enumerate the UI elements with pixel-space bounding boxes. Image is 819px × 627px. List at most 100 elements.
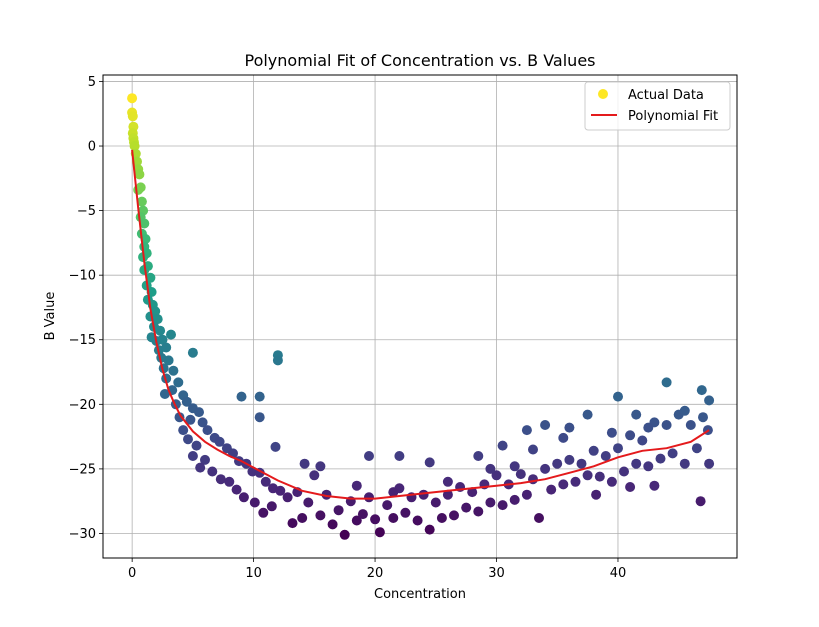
data-point [685, 420, 696, 430]
data-point [266, 501, 277, 512]
data-point [224, 476, 235, 487]
y-tick-label: −10 [69, 269, 96, 284]
data-point [127, 93, 138, 104]
data-point [249, 497, 260, 508]
legend-label-polynomial-fit: Polynomial Fit [628, 109, 718, 124]
data-point [187, 347, 198, 358]
data-point [485, 463, 496, 474]
data-point [546, 484, 557, 495]
chart-title: Polynomial Fit of Concentration vs. B Va… [244, 51, 595, 70]
data-point [145, 272, 156, 283]
data-point [442, 489, 453, 500]
data-point [272, 355, 283, 366]
data-point [364, 451, 374, 461]
data-point [260, 476, 271, 487]
y-axis-label: B Value [43, 292, 58, 341]
data-point [649, 480, 660, 491]
data-point [315, 510, 326, 521]
data-point [238, 492, 249, 503]
data-point [667, 448, 678, 459]
data-point [134, 169, 145, 180]
data-point [704, 458, 715, 469]
data-point [449, 510, 459, 521]
data-point [139, 265, 150, 275]
data-point [140, 234, 151, 244]
data-point [339, 529, 350, 540]
data-point [388, 487, 399, 498]
data-point [497, 440, 508, 451]
data-point [467, 487, 478, 498]
data-point [161, 342, 172, 353]
data-point [540, 463, 551, 474]
data-point [231, 484, 242, 495]
y-tick-label: −30 [69, 527, 96, 542]
data-point [695, 496, 706, 507]
data-point [540, 420, 551, 430]
grid-lines [103, 75, 737, 558]
x-tick-label: 40 [610, 566, 627, 581]
data-point [637, 435, 648, 446]
y-tick-label: 5 [88, 75, 96, 90]
data-point [591, 489, 602, 500]
data-point [473, 451, 484, 461]
data-point [606, 476, 617, 487]
data-point [187, 451, 198, 461]
data-point [394, 451, 405, 461]
data-point [351, 480, 362, 491]
data-point [275, 485, 286, 496]
data-point [299, 458, 310, 469]
data-point [400, 507, 411, 518]
fit-line-layer [131, 149, 710, 500]
data-point [254, 412, 265, 423]
data-point [442, 476, 453, 487]
data-point [558, 432, 569, 443]
data-point [534, 513, 544, 523]
legend-label-actual-data: Actual Data [628, 88, 704, 103]
data-point [564, 454, 575, 465]
data-point [183, 434, 193, 445]
data-point [236, 391, 247, 402]
data-point [430, 497, 441, 508]
data-point [582, 470, 593, 481]
data-point [382, 500, 393, 511]
data-point [461, 502, 472, 513]
data-point [364, 492, 374, 503]
data-point [195, 462, 206, 473]
x-tick-label: 10 [245, 566, 262, 581]
data-point [613, 391, 623, 402]
data-point [282, 492, 293, 503]
data-point [698, 412, 708, 423]
data-point [207, 466, 218, 477]
data-point [173, 377, 184, 388]
data-point [485, 497, 496, 508]
data-point [178, 425, 189, 436]
data-point [351, 515, 362, 526]
data-point [515, 469, 526, 480]
data-point [552, 458, 563, 469]
data-point [303, 497, 314, 508]
legend-marker-actual-data [598, 89, 608, 99]
data-point [473, 506, 484, 517]
data-point [613, 443, 623, 454]
y-tick-label: −20 [69, 398, 96, 413]
y-tick-label: −5 [77, 204, 96, 219]
data-point [661, 377, 672, 388]
data-point [327, 519, 338, 530]
legend: Actual Data Polynomial Fit [584, 81, 731, 131]
plot-frame [102, 74, 738, 559]
data-point [643, 461, 654, 472]
data-points [127, 93, 715, 540]
y-tick-label: 0 [88, 140, 96, 155]
data-point [606, 427, 617, 438]
data-point [135, 182, 146, 193]
data-point [309, 470, 320, 481]
polynomial-fit-line [131, 149, 710, 500]
data-point [497, 500, 508, 511]
data-point [412, 515, 423, 526]
data-point [424, 457, 435, 468]
data-point [521, 489, 532, 500]
data-point [704, 395, 715, 406]
data-point [521, 425, 532, 436]
data-point [594, 471, 605, 482]
